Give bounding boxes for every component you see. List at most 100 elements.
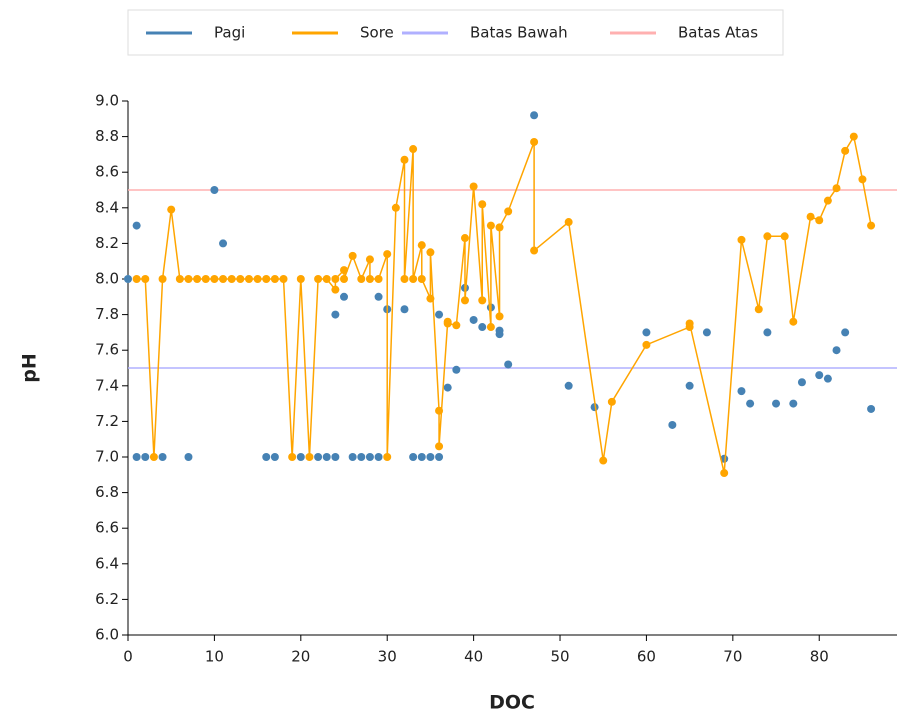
point [720, 454, 729, 463]
point [374, 453, 383, 461]
point [149, 453, 158, 461]
point [270, 275, 279, 283]
point [201, 275, 210, 283]
point [443, 383, 452, 392]
y-tick-label: 7.6 [95, 341, 119, 359]
point [331, 285, 340, 294]
point [841, 146, 850, 155]
point [132, 275, 141, 283]
point [763, 328, 772, 337]
y-tick-label: 7.4 [95, 376, 119, 394]
point [383, 250, 392, 259]
x-tick-label: 30 [378, 648, 397, 666]
point [806, 212, 815, 221]
y-tick-label: 6.2 [95, 590, 119, 608]
point [400, 305, 409, 314]
y-tick-label: 8.0 [95, 270, 119, 288]
point [365, 275, 374, 283]
point [443, 319, 452, 328]
point [478, 323, 487, 332]
point [331, 275, 340, 283]
point [132, 221, 141, 230]
point [435, 453, 444, 461]
point [426, 248, 435, 257]
y-tick-label: 8.4 [95, 198, 119, 216]
point [158, 275, 167, 283]
point [815, 371, 824, 380]
point [236, 275, 245, 283]
point [772, 399, 781, 408]
y-tick-label: 8.8 [95, 127, 119, 145]
point [564, 218, 573, 227]
point [270, 453, 279, 461]
point [426, 294, 435, 303]
point [253, 275, 262, 283]
point [279, 275, 288, 283]
y-tick-label: 7.2 [95, 412, 119, 430]
point [158, 453, 167, 461]
x-tick-label: 70 [723, 648, 742, 666]
y-tick-label: 6.0 [95, 626, 119, 644]
point [780, 232, 789, 241]
point [789, 317, 798, 326]
point [262, 453, 271, 461]
point [702, 328, 711, 337]
point [184, 275, 193, 283]
point [219, 275, 228, 283]
point [685, 381, 694, 390]
point [737, 387, 746, 396]
point [175, 275, 184, 283]
point [400, 275, 409, 283]
point [815, 216, 824, 225]
point [435, 406, 444, 415]
point [599, 456, 608, 465]
point [530, 137, 539, 146]
point [340, 275, 349, 283]
point [141, 275, 150, 283]
y-tick-label: 6.4 [95, 554, 119, 572]
point [452, 365, 461, 374]
point [435, 310, 444, 319]
point [495, 326, 504, 335]
point [340, 292, 349, 301]
point [331, 453, 340, 461]
point [478, 296, 487, 305]
point [478, 200, 487, 209]
point [348, 453, 357, 461]
point [746, 399, 755, 408]
point [193, 275, 202, 283]
point [530, 246, 539, 255]
point [590, 403, 599, 412]
point [417, 275, 426, 283]
point [495, 312, 504, 321]
point [789, 399, 798, 408]
point [296, 453, 305, 461]
point [210, 275, 219, 283]
point [227, 275, 236, 283]
point [391, 203, 400, 212]
point [858, 175, 867, 184]
y-tick-label: 6.8 [95, 483, 119, 501]
point [530, 111, 539, 120]
y-tick-label: 8.2 [95, 234, 119, 252]
point [797, 378, 806, 387]
x-tick-label: 20 [291, 648, 310, 666]
point [564, 381, 573, 390]
point [495, 223, 504, 232]
point [124, 275, 132, 283]
x-tick-label: 40 [464, 648, 483, 666]
point [210, 186, 219, 194]
point [365, 453, 374, 461]
point [374, 292, 383, 301]
point [322, 453, 331, 461]
point [409, 145, 418, 154]
point [262, 275, 271, 283]
point [504, 360, 513, 369]
point [832, 184, 841, 193]
y-tick-label: 8.6 [95, 163, 119, 181]
point [823, 374, 832, 383]
x-tick-label: 60 [637, 648, 656, 666]
point [296, 275, 305, 283]
